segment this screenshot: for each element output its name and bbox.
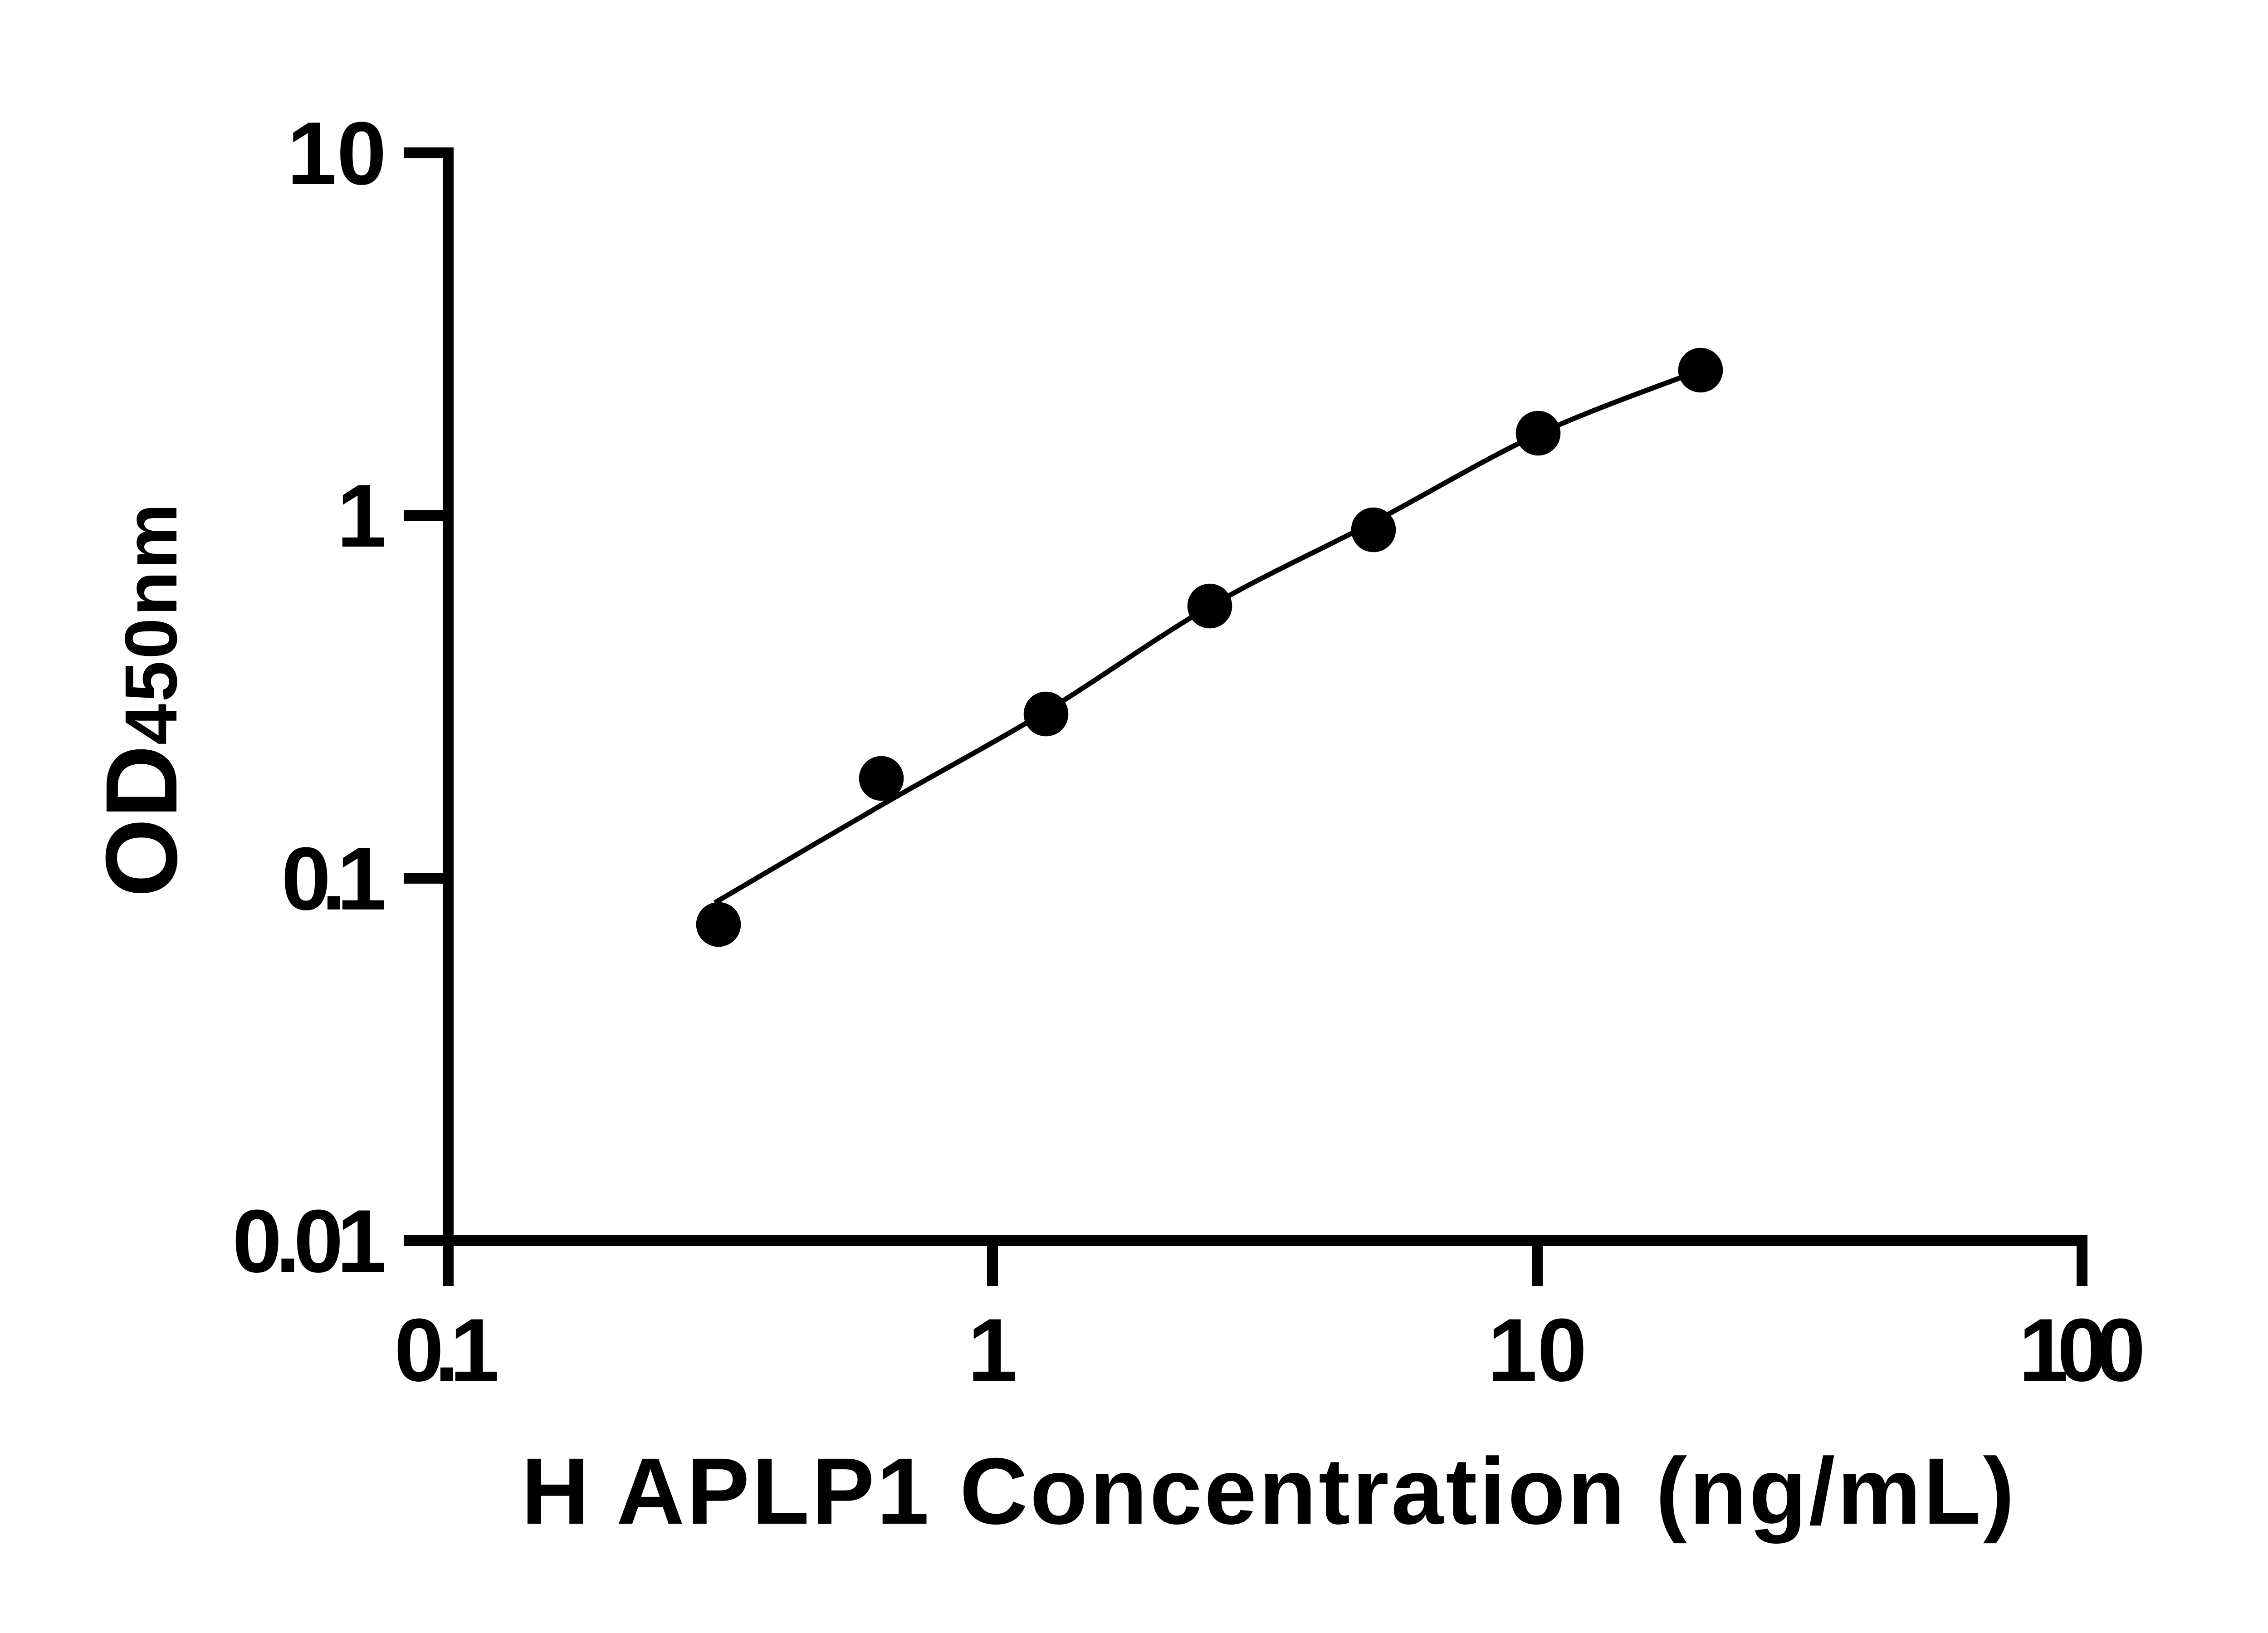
svg-text:0.1: 0.1 [394, 1300, 499, 1400]
svg-text:10: 10 [287, 103, 386, 203]
svg-text:1: 1 [337, 466, 386, 566]
svg-text:0.1: 0.1 [281, 829, 386, 929]
svg-text:100: 100 [2019, 1300, 2146, 1400]
svg-text:10: 10 [1487, 1300, 1587, 1400]
svg-text:H APLP1 Concentration (ng/mL): H APLP1 Concentration (ng/mL) [521, 1439, 2014, 1544]
svg-text:1: 1 [968, 1300, 1017, 1400]
svg-text:0.01: 0.01 [232, 1191, 386, 1291]
